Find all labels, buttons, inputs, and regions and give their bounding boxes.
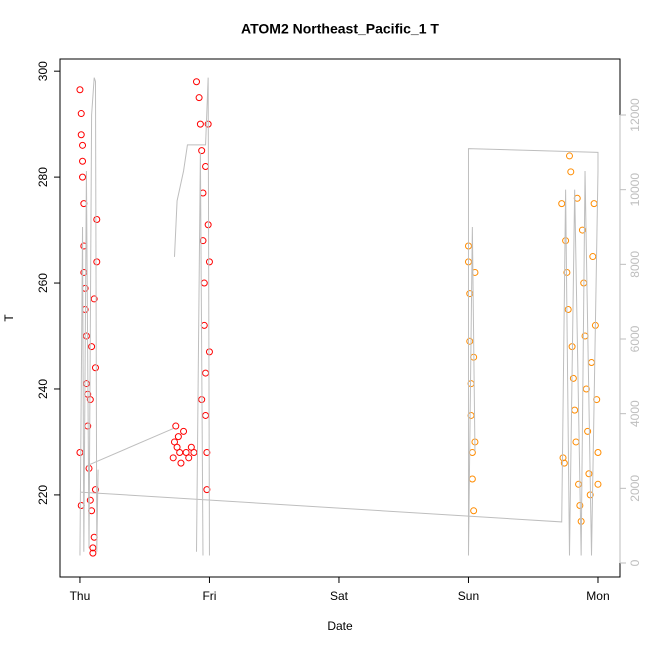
data-point [562, 237, 570, 245]
data-point [79, 173, 87, 181]
data-point [169, 454, 177, 462]
data-point [180, 427, 188, 435]
chart-title: ATOM2 Northeast_Pacific_1 T [241, 21, 439, 37]
data-point [77, 110, 85, 118]
data-point [470, 507, 478, 515]
data-point [174, 433, 182, 441]
data-point [560, 459, 568, 467]
data-point [198, 147, 206, 155]
x-tick-label: Sun [458, 589, 479, 603]
data-point [585, 470, 593, 478]
y-tick-label: 240 [36, 379, 50, 399]
data-point [185, 454, 193, 462]
y2-tick-label: 12000 [628, 98, 642, 132]
y2-tick-label: 8000 [628, 251, 642, 278]
data-point [93, 215, 101, 223]
data-point [93, 258, 101, 266]
data-point [90, 295, 98, 303]
data-point [77, 131, 85, 139]
data-point [584, 427, 592, 435]
y2-tick-label: 0 [628, 559, 642, 566]
data-point [190, 449, 198, 457]
data-point [172, 422, 180, 430]
data-point [203, 486, 211, 494]
data-point [589, 253, 597, 261]
data-point [567, 168, 575, 176]
data-point [578, 226, 586, 234]
data-point [91, 364, 99, 372]
data-point [569, 374, 577, 382]
x-tick-label: Fri [202, 589, 216, 603]
x-tick-label: Thu [70, 589, 91, 603]
data-point [86, 496, 94, 504]
y2-tick-label: 10000 [628, 173, 642, 207]
data-point [558, 200, 566, 208]
y-tick-label: 280 [36, 167, 50, 187]
data-point [196, 120, 204, 128]
data-point [594, 480, 602, 488]
data-point [205, 348, 213, 356]
data-point [565, 152, 573, 160]
x-axis-label: Date [327, 619, 353, 633]
data-point [193, 78, 201, 86]
y-tick-label: 300 [36, 61, 50, 81]
data-point [76, 86, 84, 94]
data-point [79, 157, 87, 165]
x-tick-label: Mon [586, 589, 609, 603]
data-point [594, 449, 602, 457]
y-tick-label: 220 [36, 485, 50, 505]
x-tick-label: Sat [330, 589, 349, 603]
data-point [195, 94, 203, 102]
data-point [79, 141, 87, 149]
data-point [203, 449, 211, 457]
data-point [466, 337, 474, 345]
data-point [177, 459, 185, 467]
y2-tick-label: 6000 [628, 325, 642, 352]
data-point [205, 258, 213, 266]
data-point [89, 549, 97, 557]
data-point [88, 343, 96, 351]
data-point [89, 544, 97, 552]
y-tick-label: 260 [36, 273, 50, 293]
y-axis-label: T [2, 314, 16, 322]
y2-tick-label: 2000 [628, 475, 642, 502]
depth-line [79, 77, 599, 556]
data-point [564, 306, 572, 314]
y2-tick-label: 4000 [628, 400, 642, 427]
